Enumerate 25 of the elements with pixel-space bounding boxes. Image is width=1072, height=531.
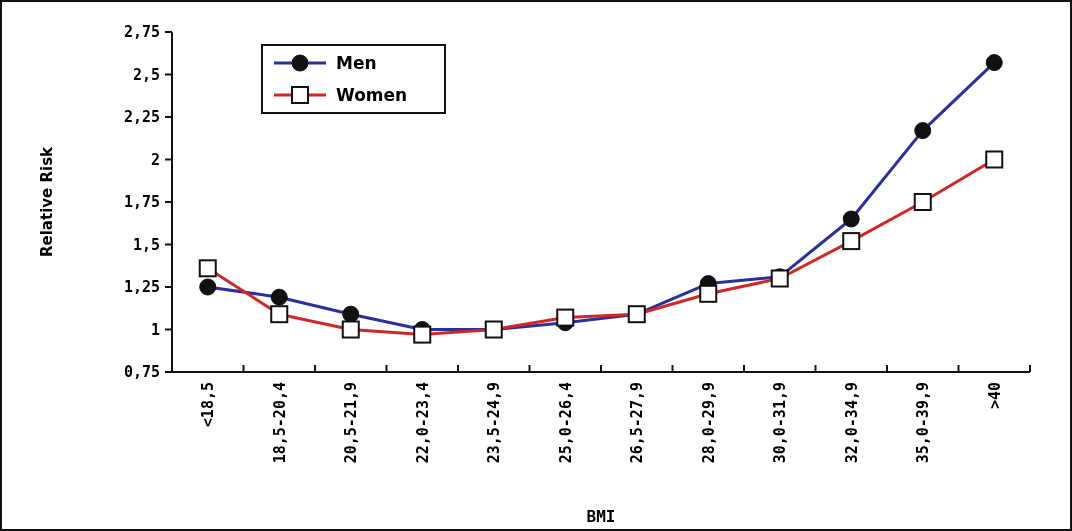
x-tick-label: 25,0-26,4	[556, 382, 575, 464]
x-tick-label: 26,5-27,9	[628, 382, 646, 464]
y-axis-title: Relative Risk	[38, 145, 56, 258]
x-tick-label: 35,0-39,9	[914, 382, 932, 464]
y-tick-label: 2,25	[123, 108, 160, 127]
y-tick-label: 1,5	[132, 235, 160, 254]
y-tick-label: 1,25	[123, 278, 160, 297]
x-tick-label: 20,5-21,9	[342, 382, 360, 464]
x-tick-label: 18,5-20,4	[270, 382, 289, 464]
y-tick-label: 0,75	[123, 363, 160, 382]
x-tick-label: <18,5	[199, 382, 217, 428]
y-tick-label: 2	[150, 150, 160, 169]
y-tick-label: 2,75	[123, 23, 160, 42]
x-tick-label: 23,5-24,9	[485, 382, 503, 464]
y-tick-label: 2,5	[132, 65, 160, 84]
x-tick-label: 22,0-23,4	[413, 382, 432, 464]
x-tick-label: 30,0-31,9	[771, 382, 789, 464]
legend-label: Women	[336, 84, 408, 105]
x-tick-label: >40	[985, 382, 1004, 410]
y-tick-label: 1	[150, 320, 160, 339]
legend-label: Men	[336, 52, 377, 73]
y-tick-label: 1,75	[123, 193, 160, 212]
x-tick-label: 32,0-34,9	[842, 382, 861, 464]
x-tick-label: 28,0-29,9	[699, 382, 718, 464]
x-axis-title: BMI	[586, 507, 616, 526]
